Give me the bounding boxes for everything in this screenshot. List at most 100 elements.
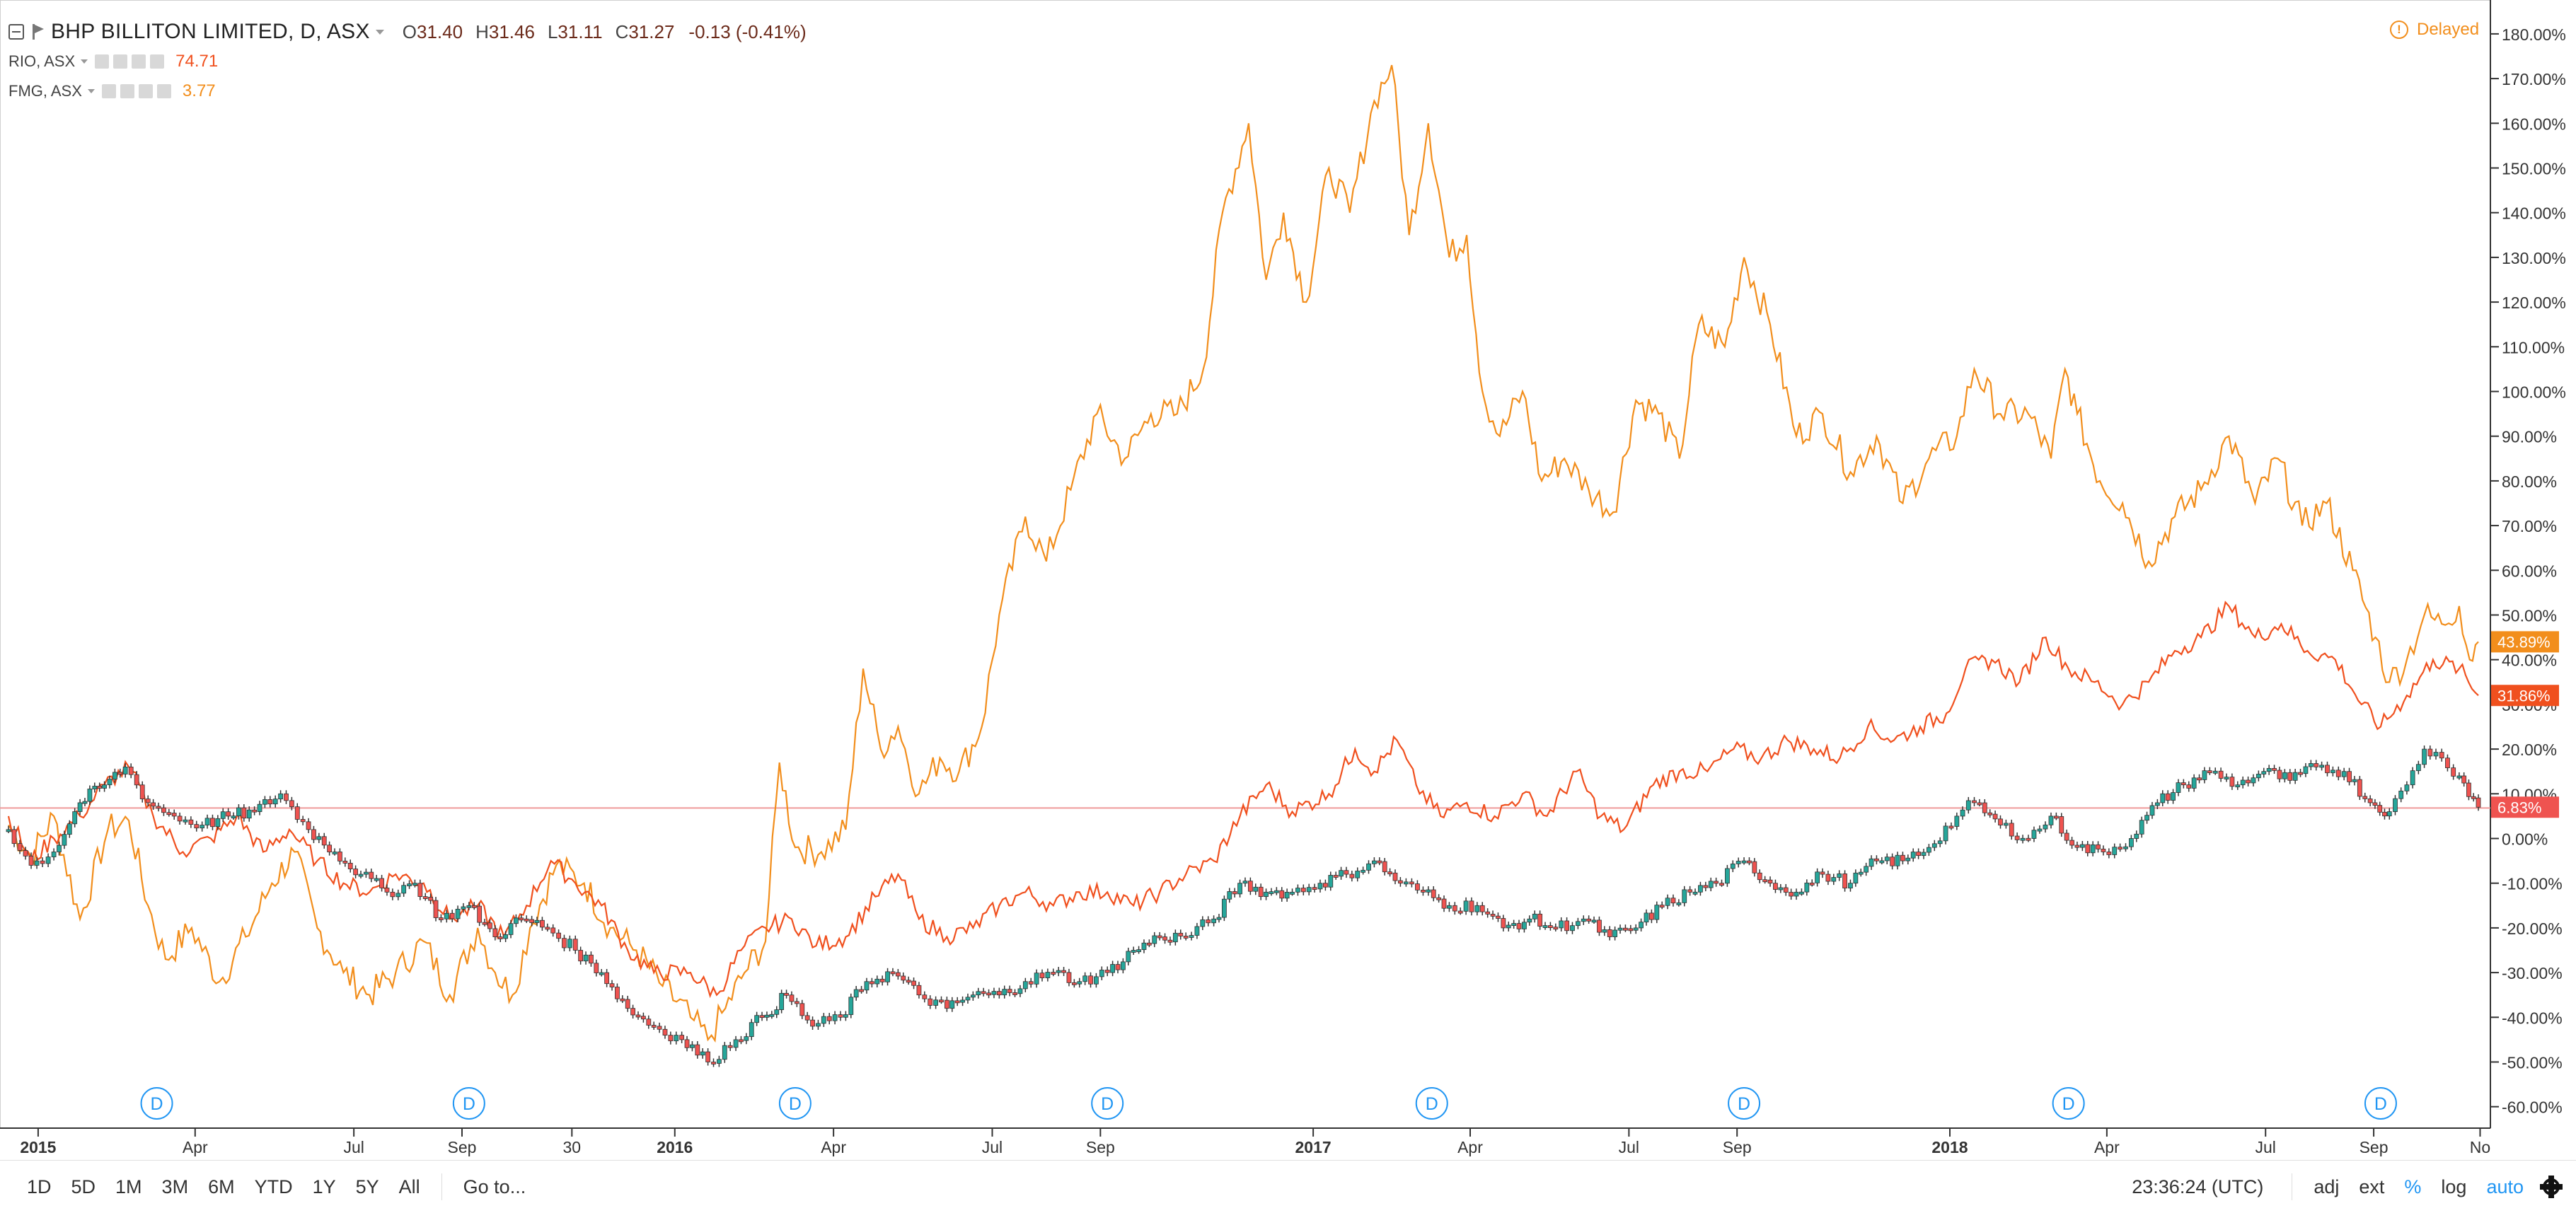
bhp-candle (2171, 792, 2176, 801)
y-tick-label: -20.00% (2502, 919, 2563, 938)
range-button-5y[interactable]: 5Y (355, 1176, 379, 1197)
scale-option-auto[interactable]: auto (2486, 1176, 2524, 1197)
bhp-candle (1905, 857, 1911, 861)
bhp-candle (1992, 813, 1998, 820)
range-button-ytd[interactable]: YTD (254, 1176, 293, 1197)
bhp-candle (57, 845, 62, 852)
bhp-candle (2382, 811, 2387, 817)
bhp-candle (774, 1009, 780, 1015)
bhp-candle (1506, 924, 1511, 929)
x-tick-label: 30 (563, 1138, 582, 1156)
bhp-candle (674, 1035, 679, 1042)
bhp-candle (1221, 898, 1227, 918)
bhp-candle (651, 1025, 657, 1028)
bhp-candle (1747, 860, 1752, 864)
bhp-candle (2476, 797, 2481, 808)
scale-option-adj[interactable]: adj (2314, 1176, 2340, 1197)
bhp-candle (1842, 873, 1847, 889)
symbol-title[interactable]: BHP BILLITON LIMITED, D, ASX (51, 20, 370, 43)
bhp-candle (2118, 847, 2123, 850)
gear-icon[interactable] (2540, 1176, 2563, 1198)
bhp-candle (455, 908, 461, 919)
eye-icon[interactable] (95, 54, 110, 69)
bhp-candle (171, 813, 177, 817)
bhp-candle (826, 1016, 832, 1021)
range-button-5d[interactable]: 5D (71, 1176, 96, 1197)
range-button-1m[interactable]: 1M (115, 1176, 142, 1197)
chevron-down-icon[interactable] (375, 29, 384, 35)
bhp-candle (1910, 852, 1916, 859)
bhp-candle (1017, 988, 1023, 994)
y-tick-label: 100.00% (2502, 383, 2566, 402)
bhp-candle (1752, 861, 1757, 874)
scale-option-log[interactable]: log (2441, 1176, 2467, 1197)
range-button-all[interactable]: All (398, 1176, 420, 1197)
last-value-label: 6.83% (2497, 799, 2541, 816)
clock[interactable]: 23:36:24 (UTC) (2132, 1176, 2264, 1197)
bhp-candle (583, 954, 589, 962)
bhp-candle (589, 954, 594, 964)
compare-symbol-fmg[interactable]: FMG, ASX (8, 82, 82, 100)
bhp-candle (1028, 981, 1034, 985)
settings-icon[interactable] (120, 84, 134, 98)
price-axis[interactable]: 180.00% 170.00% 160.00% 150.00% 140.00% 130.0… (2490, 25, 2566, 1117)
bhp-candle (2251, 777, 2256, 784)
bhp-candle (166, 812, 172, 816)
time-axis[interactable]: 2015 Apr Jul Sep 30 2016 Apr Jul Sep 2017 Apr Jul Se… (20, 1128, 2490, 1156)
x-tick-label: 2016 (657, 1138, 693, 1156)
eye-icon[interactable] (101, 84, 116, 98)
chevron-down-icon[interactable] (81, 59, 88, 64)
scale-option-percent[interactable]: % (2404, 1176, 2422, 1197)
bhp-candle (1659, 905, 1665, 908)
bhp-candle (668, 1035, 674, 1042)
bhp-candle (695, 1044, 700, 1056)
open-value: 31.40 (417, 21, 463, 42)
bhp-candle (1099, 970, 1104, 977)
range-button-3m[interactable]: 3M (161, 1176, 189, 1197)
bhp-candle (278, 793, 284, 800)
range-button-1y[interactable]: 1Y (312, 1176, 336, 1197)
bhp-candle (23, 849, 28, 857)
bhp-candle (1066, 972, 1072, 983)
bhp-candle (1698, 885, 1703, 893)
settings-icon[interactable] (113, 54, 128, 69)
flag-icon[interactable] (31, 24, 44, 40)
close-icon[interactable] (156, 84, 171, 98)
x-tick-label: Apr (1457, 1138, 1483, 1156)
bhp-candle (744, 1036, 749, 1041)
bhp-candle (1900, 854, 1905, 861)
bhp-candle (630, 1008, 636, 1016)
compare-symbol-rio[interactable]: RIO, ASX (8, 52, 76, 70)
bhp-candle (200, 825, 205, 829)
close-icon[interactable] (150, 54, 165, 69)
y-tick-label: 0.00% (2502, 830, 2548, 849)
bhp-candle (1778, 887, 1784, 890)
scale-option-ext[interactable]: ext (2359, 1176, 2385, 1197)
chevron-down-icon[interactable] (87, 89, 95, 93)
add-icon[interactable] (138, 84, 153, 98)
y-tick-label: 80.00% (2502, 472, 2557, 491)
bhp-candle (540, 919, 545, 928)
bhp-candle (92, 786, 98, 789)
bhp-candle (933, 999, 939, 1006)
bhp-candle (1639, 922, 1644, 929)
range-button-1d[interactable]: 1D (27, 1176, 52, 1197)
bhp-candle (1056, 970, 1061, 973)
range-button-6m[interactable]: 6M (208, 1176, 235, 1197)
bhp-candle (1269, 891, 1274, 895)
bhp-candle (210, 818, 215, 828)
bhp-candle (911, 980, 916, 986)
bhp-candle (960, 999, 965, 1003)
bhp-candle (337, 852, 342, 861)
bhp-candle (327, 845, 333, 852)
y-tick-label: 50.00% (2502, 607, 2557, 625)
bhp-candle (2347, 771, 2352, 782)
alert-icon: ! (2390, 21, 2408, 39)
collapse-icon[interactable] (8, 24, 24, 40)
add-icon[interactable] (132, 54, 146, 69)
delayed-status[interactable]: ! Delayed (2390, 17, 2479, 42)
dividend-marker (452, 1087, 485, 1120)
bhp-candle (236, 807, 241, 816)
goto-date-button[interactable]: Go to... (463, 1176, 526, 1197)
